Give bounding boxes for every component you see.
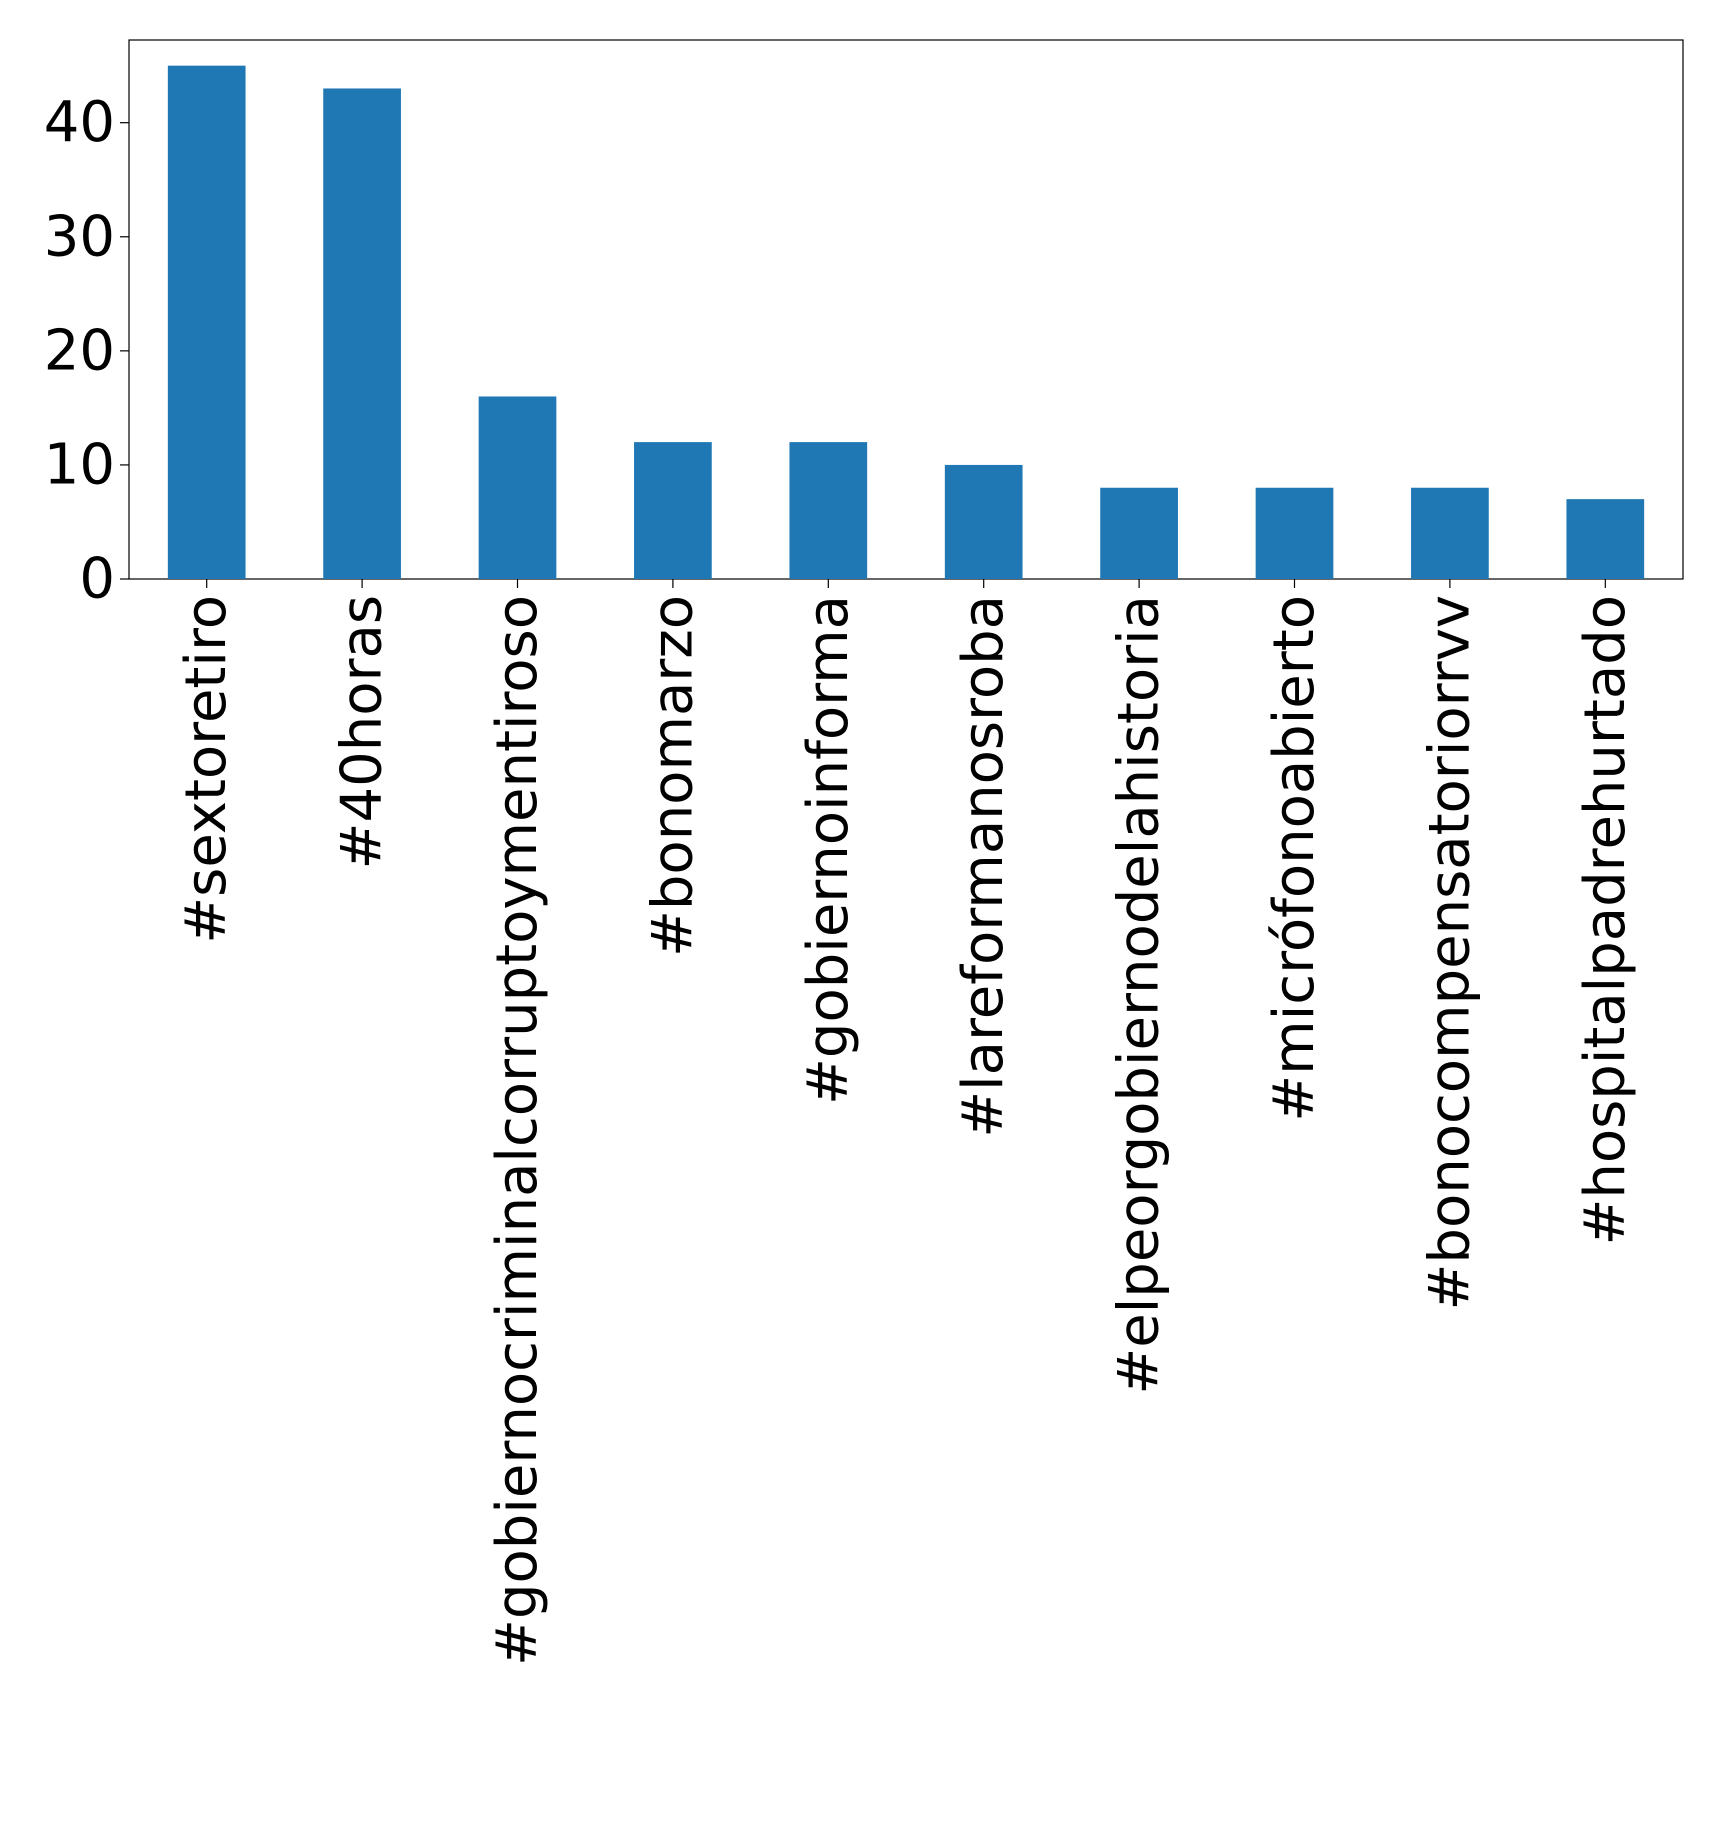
bar	[789, 442, 868, 579]
y-tick-label: 0	[79, 547, 115, 612]
x-tick-label: #gobiernocriminalcorruptoymentiroso	[485, 595, 550, 1666]
x-tick-label: #gobiernoinforma	[796, 595, 861, 1105]
bar	[323, 88, 401, 580]
x-tick-label: #hospitalpadrehurtado	[1573, 595, 1638, 1246]
x-tick-label: #bonomarzo	[640, 595, 705, 957]
x-tick-label: #sextoretiro	[174, 595, 239, 944]
bar	[1255, 487, 1334, 579]
y-tick-label: 10	[44, 432, 115, 497]
y-tick-label: 20	[44, 318, 115, 383]
x-tick-label: #elpeorgobiernodelahistoria	[1107, 595, 1172, 1395]
x-tick-label: #lareformanosroba	[951, 595, 1016, 1138]
bar	[1100, 487, 1178, 579]
bar	[1411, 487, 1489, 579]
bar	[634, 442, 712, 579]
y-tick-label: 30	[44, 204, 115, 269]
bar	[1566, 499, 1645, 579]
x-tick-label: #micrófonoabierto	[1262, 595, 1327, 1122]
bar	[478, 396, 557, 579]
x-tick-label: #40horas	[330, 595, 395, 869]
plot-frame	[128, 39, 1684, 580]
y-tick-label: 40	[44, 90, 115, 155]
bar	[944, 464, 1023, 579]
bar	[167, 65, 246, 579]
x-tick-label: #bonocompensatoriorrvv	[1417, 595, 1482, 1310]
